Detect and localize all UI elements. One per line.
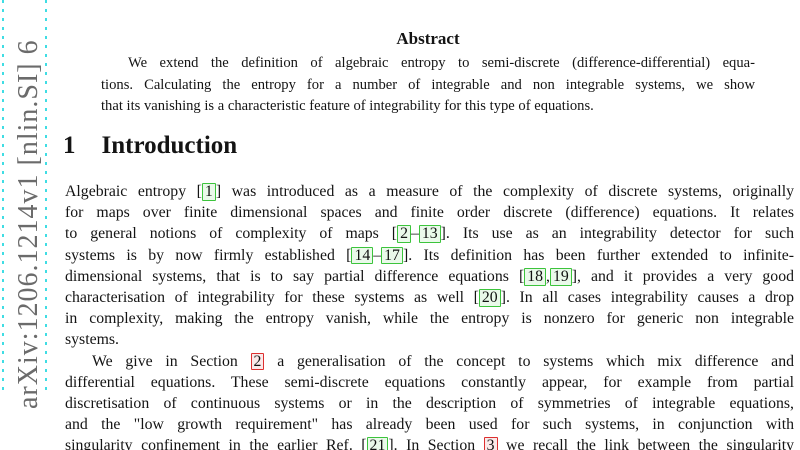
text-line: dimensional systems, that is to say part…	[65, 267, 794, 286]
citation-link[interactable]: 1	[201, 183, 216, 201]
text-line: to general notions of complexity of maps…	[65, 225, 794, 244]
citation-link[interactable]: 13	[418, 225, 441, 244]
text-line: systems.	[65, 331, 119, 349]
text-line: singularity confinement in the earlier R…	[65, 435, 794, 450]
citation-link[interactable]: 19	[549, 267, 572, 286]
citation-link[interactable]: 20	[478, 289, 501, 307]
abstract-heading: Abstract	[396, 29, 460, 48]
section-ref-link[interactable]: 2	[250, 352, 265, 371]
section-ref-link[interactable]: 3	[483, 437, 498, 450]
abstract-text: We extend the definition of algebraic en…	[101, 53, 755, 118]
section-heading: 1 Introduction	[63, 132, 237, 160]
text-line: tions. Calculating the entropy for a num…	[101, 76, 755, 93]
dashed-crop-line-right	[45, 0, 47, 394]
text-line: characterisation of integrability for th…	[65, 289, 794, 307]
citation-link[interactable]: 14	[351, 246, 374, 265]
text-line: discretisation of continuous systems or …	[65, 395, 794, 413]
citation-link[interactable]: 2	[397, 225, 411, 244]
text-line: Algebraic entropy [1] was introduced as …	[65, 183, 794, 201]
abstract-block: Abstract We extend the definition of alg…	[101, 29, 755, 118]
text-line: We extend the definition of algebraic en…	[128, 55, 755, 71]
text-line: We give in Section 2 a generalisation of…	[92, 352, 794, 371]
citation-link[interactable]: 21	[366, 437, 389, 450]
text-line: that its vanishing is a characteristic f…	[101, 98, 594, 115]
text-line: in complexity, making the entropy vanish…	[65, 310, 794, 328]
arxiv-watermark: arXiv:1206.1214v1 [nlin.SI] 6	[13, 39, 44, 409]
text-line: systems is by now firmly established [14…	[65, 246, 794, 265]
section-number: 1	[63, 132, 76, 159]
introduction-text: Algebraic entropy [1] was introduced as …	[65, 181, 794, 450]
text-line: differential equations. These semi-discr…	[65, 373, 794, 391]
text-line: for maps over finite dimensional spaces …	[65, 204, 794, 222]
text-line: and the "low growth requirement" has alr…	[65, 416, 794, 434]
section-title: Introduction	[101, 132, 238, 159]
citation-link[interactable]: 17	[381, 246, 403, 265]
citation-link[interactable]: 18	[524, 267, 546, 286]
dashed-crop-line-left	[2, 0, 4, 394]
